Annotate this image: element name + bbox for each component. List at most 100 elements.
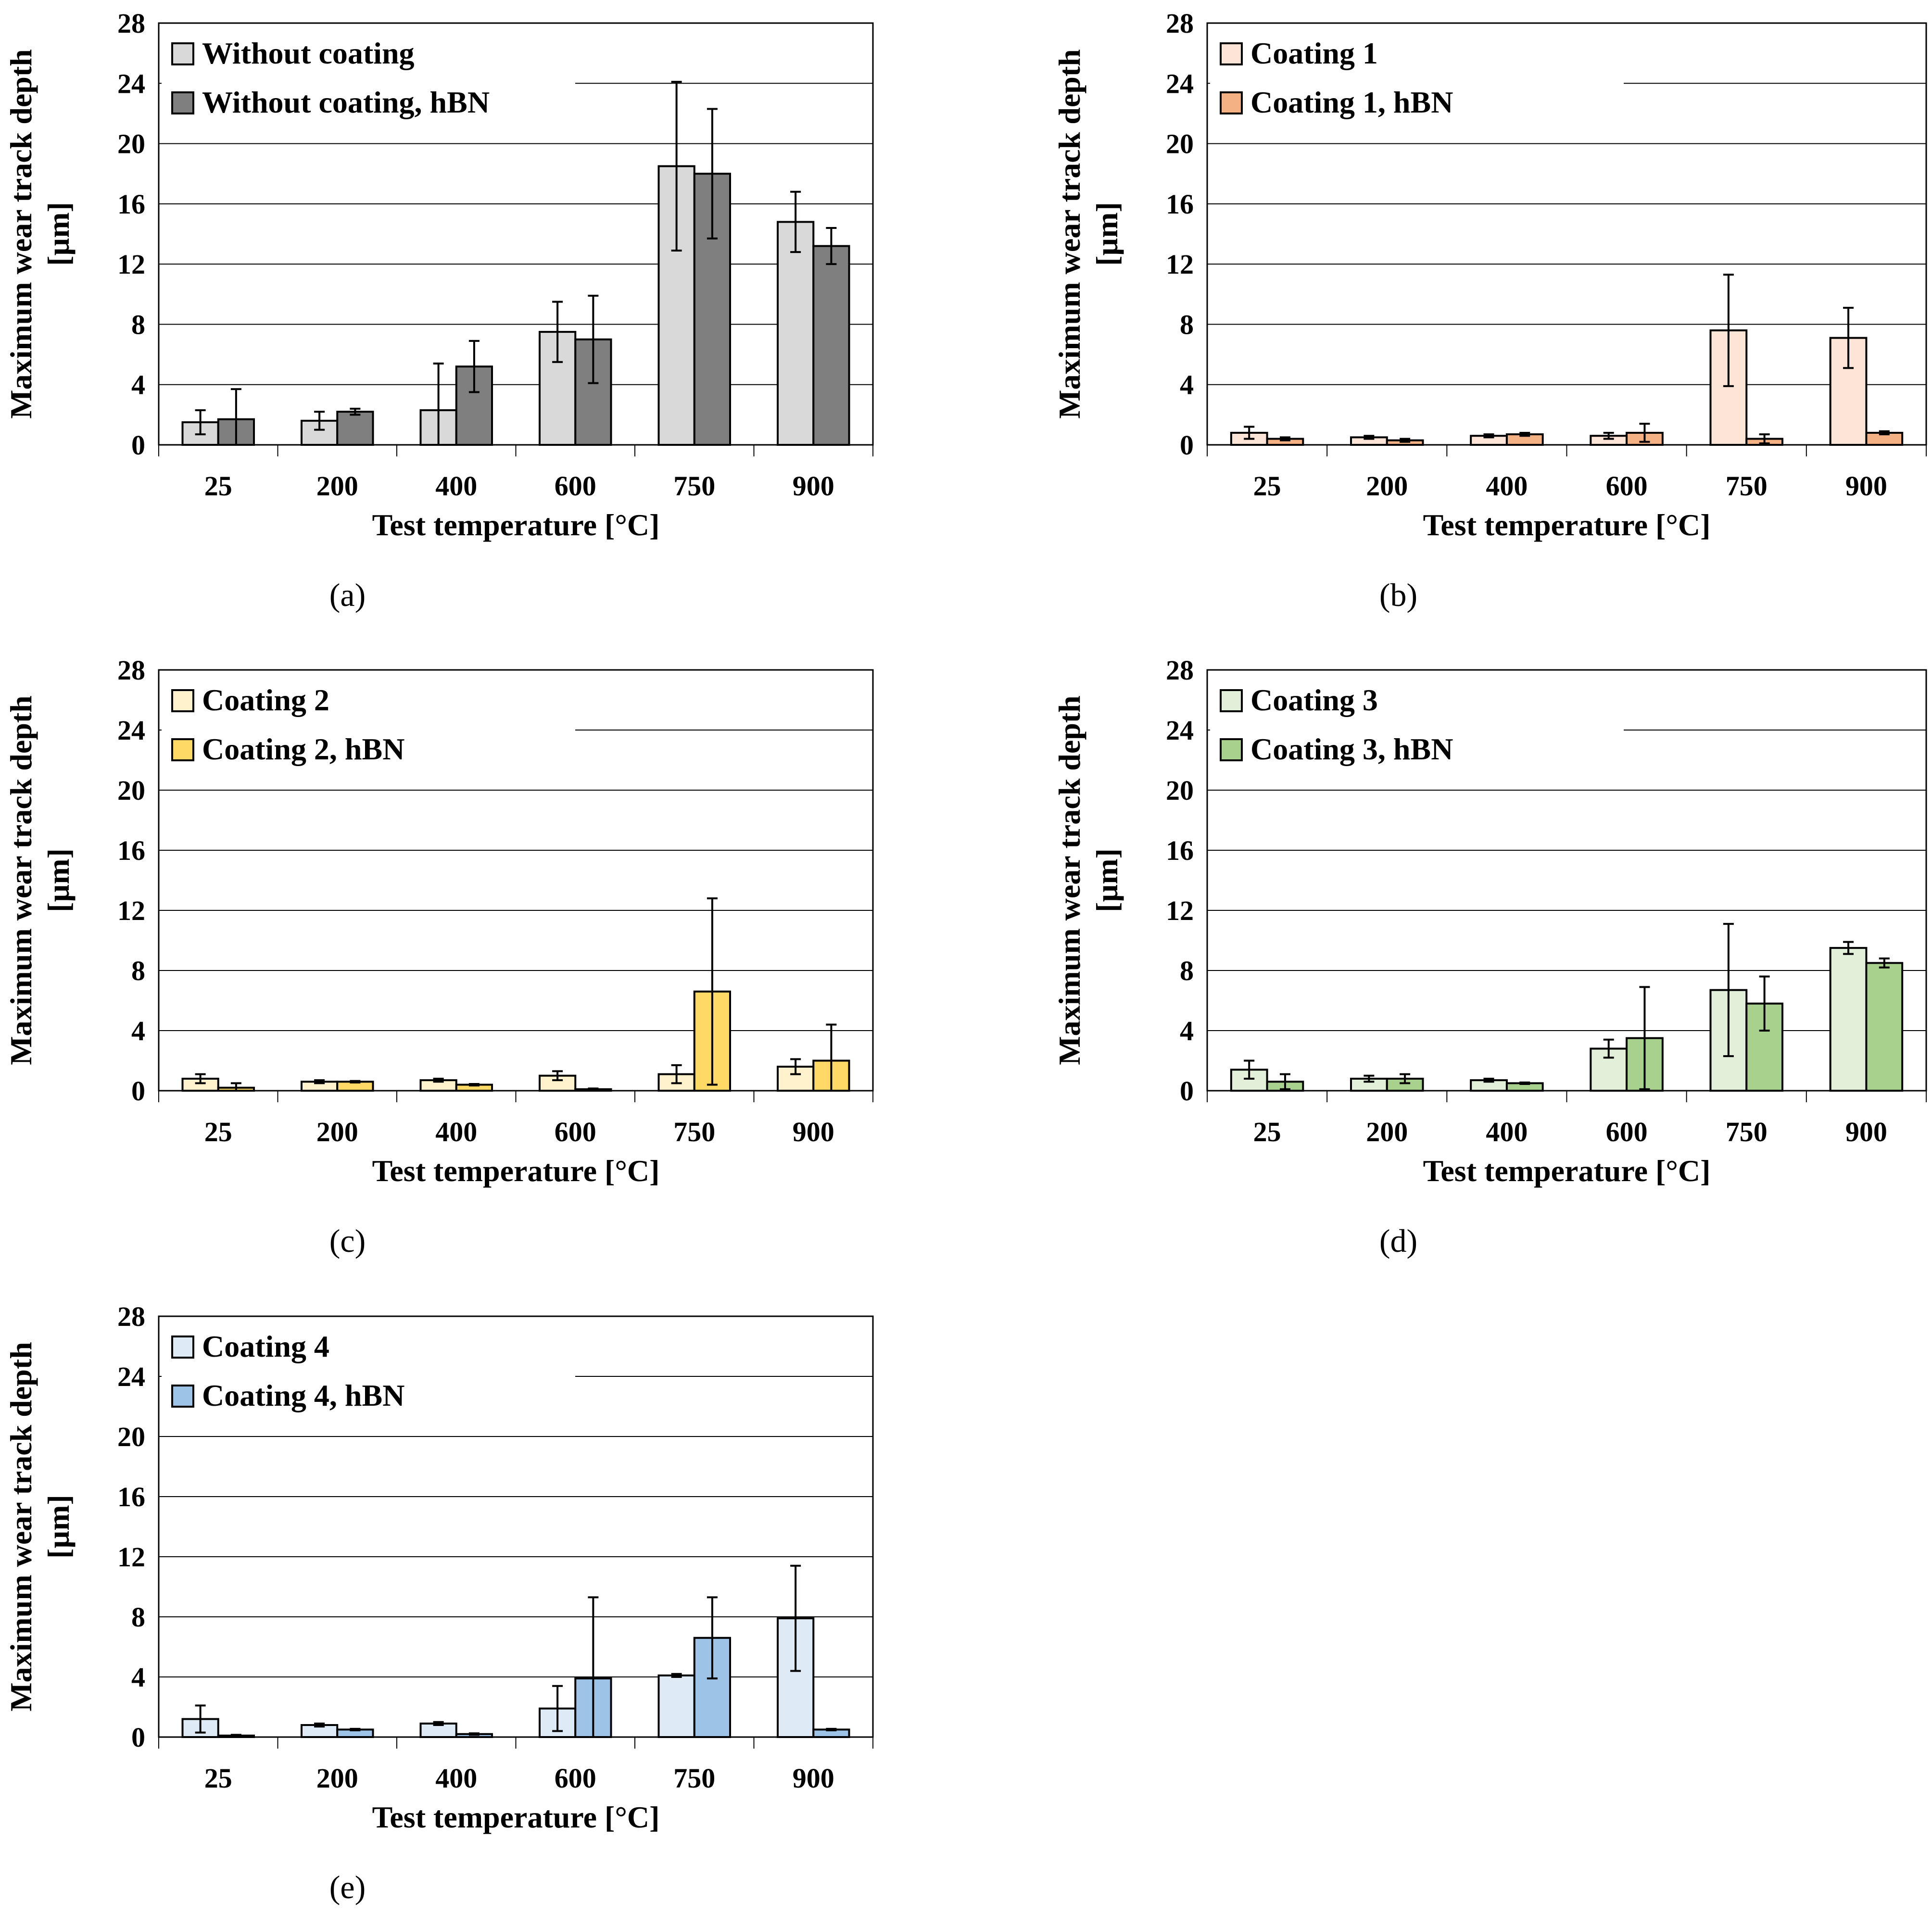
legend-background [162, 1319, 575, 1427]
y-axis-title-line: [µm] [41, 848, 76, 912]
y-tick-label: 8 [131, 955, 145, 986]
legend-background [162, 673, 575, 781]
x-axis-title: Test temperature [°C] [372, 1800, 660, 1834]
legend-swatch [1220, 738, 1243, 761]
y-tick-label: 12 [117, 1541, 145, 1573]
panel-caption: (a) [329, 577, 366, 613]
legend-swatch [171, 689, 194, 712]
y-axis-title: Maximum wear track depth [µm] [1052, 49, 1124, 419]
y-tick-label: 4 [1180, 369, 1194, 401]
x-tick-label: 600 [555, 470, 596, 502]
y-tick-label: 20 [1166, 775, 1194, 806]
x-tick-label: 400 [435, 470, 477, 502]
x-axis-title: Test temperature [°C] [1423, 508, 1711, 542]
bar [1829, 947, 1868, 1092]
y-tick-label: 28 [117, 655, 145, 686]
x-tick-label: 200 [316, 1116, 358, 1147]
y-tick-label: 28 [117, 1301, 145, 1332]
x-tick-label: 600 [1606, 470, 1648, 502]
y-axis-title-line: Maximum wear track depth [1052, 49, 1086, 419]
panel-caption: (e) [329, 1869, 366, 1905]
x-tick-label: 750 [673, 1116, 715, 1147]
y-tick-label: 0 [1180, 1075, 1194, 1107]
legend-swatch [171, 738, 194, 761]
y-tick-label: 20 [1166, 128, 1194, 160]
y-tick-label: 24 [1166, 715, 1194, 746]
x-tick-label: 600 [1606, 1116, 1648, 1147]
bar [812, 245, 850, 446]
x-tick-label: 900 [1845, 1116, 1887, 1147]
y-axis-title-line: Maximum wear track depth [4, 49, 38, 419]
y-tick-label: 0 [131, 1075, 145, 1107]
x-tick-label: 25 [204, 1763, 232, 1794]
legend-background [162, 26, 575, 134]
y-tick-label: 24 [117, 715, 145, 746]
y-tick-label: 24 [1166, 68, 1194, 99]
y-tick-label: 16 [117, 1481, 145, 1512]
y-tick-label: 24 [117, 68, 145, 99]
x-axis-title: Test temperature [°C] [372, 508, 660, 542]
legend-background [1210, 26, 1624, 134]
y-tick-label: 8 [131, 309, 145, 340]
legend-label: Without coating [202, 36, 415, 70]
y-axis-title: Maximum wear track depth [µm] [1052, 695, 1124, 1065]
y-tick-label: 12 [117, 249, 145, 280]
x-tick-label: 200 [316, 470, 358, 502]
x-tick-label: 400 [1486, 470, 1528, 502]
panel-caption: (d) [1379, 1222, 1417, 1259]
x-tick-label: 750 [1726, 1116, 1768, 1147]
y-tick-label: 16 [1166, 835, 1194, 866]
y-tick-label: 16 [117, 189, 145, 220]
y-axis-title-line: [µm] [1090, 848, 1124, 912]
x-axis-title: Test temperature [°C] [1423, 1154, 1711, 1188]
legend-label: Coating 1, hBN [1250, 85, 1453, 119]
chart-panel-2: 0 4 8 12 16 20 24 28 Coating 1 Coating 1, hBN 25 20… [1052, 8, 1927, 613]
y-axis-title-line: Maximum wear track depth [4, 695, 38, 1065]
y-axis-title: Maximum wear track depth [µm] [4, 1342, 76, 1712]
panel-caption: (b) [1379, 577, 1417, 613]
bar [1386, 1078, 1424, 1092]
legend-label: Without coating, hBN [202, 85, 490, 119]
y-tick-label: 0 [131, 429, 145, 461]
y-tick-label: 16 [1166, 189, 1194, 220]
bar [657, 1674, 695, 1738]
y-tick-label: 20 [117, 775, 145, 806]
chart-panel-1: 0 4 8 12 16 20 24 28 Without coating Without coat… [4, 8, 874, 613]
y-tick-label: 24 [117, 1361, 145, 1392]
x-tick-label: 400 [435, 1116, 477, 1147]
chart-panel-5: 0 4 8 12 16 20 24 28 Coating 4 Coating 4, hBN 25 20… [4, 1301, 874, 1905]
y-tick-label: 0 [131, 1722, 145, 1753]
x-tick-label: 750 [1726, 470, 1768, 502]
legend-label: Coating 3, hBN [1250, 732, 1453, 766]
y-tick-label: 0 [1180, 429, 1194, 461]
legend-swatch [171, 42, 194, 65]
legend-swatch [1220, 42, 1243, 65]
x-tick-label: 750 [673, 1763, 715, 1794]
panel-caption: (c) [329, 1222, 366, 1259]
legend-label: Coating 2 [202, 683, 329, 717]
y-tick-label: 16 [117, 835, 145, 866]
bar [1865, 962, 1904, 1092]
chart-panel-4: 0 4 8 12 16 20 24 28 Coating 3 Coating 3, hBN 25 20… [1052, 655, 1927, 1259]
y-tick-label: 8 [131, 1601, 145, 1633]
y-tick-label: 8 [1180, 955, 1194, 986]
y-axis-title-line: Maximum wear track depth [1052, 695, 1086, 1065]
legend-swatch [171, 1385, 194, 1408]
x-tick-label: 25 [1253, 1116, 1281, 1147]
x-tick-label: 200 [1366, 470, 1408, 502]
x-tick-label: 900 [1845, 470, 1887, 502]
y-tick-label: 12 [1166, 895, 1194, 926]
chart-panel-3: 0 4 8 12 16 20 24 28 Coating 2 Coating 2, hBN 25 20… [4, 655, 874, 1259]
x-tick-label: 600 [555, 1116, 596, 1147]
y-tick-label: 20 [117, 1421, 145, 1452]
x-tick-label: 750 [673, 470, 715, 502]
y-tick-label: 4 [131, 369, 145, 401]
x-tick-label: 25 [1253, 470, 1281, 502]
legend-swatch [171, 1335, 194, 1359]
legend-background [1210, 673, 1624, 781]
bar [777, 221, 815, 446]
y-axis-title-line: [µm] [1090, 202, 1124, 266]
x-tick-label: 900 [793, 1763, 834, 1794]
bar [336, 411, 374, 446]
